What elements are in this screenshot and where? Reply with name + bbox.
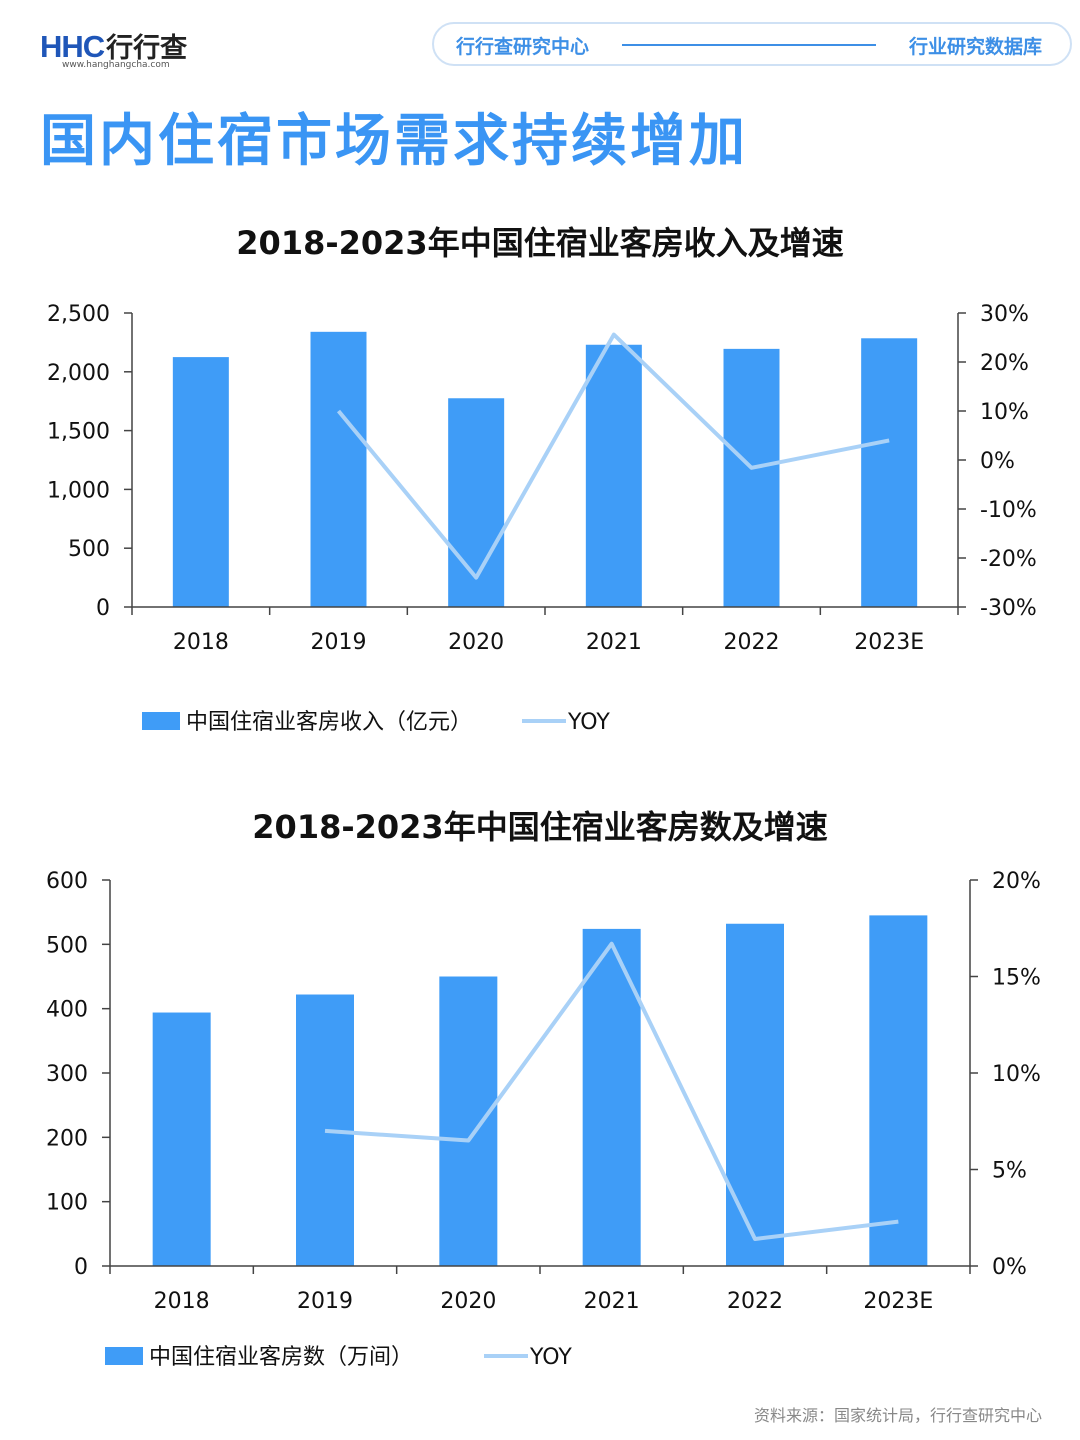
x-tick-label-2023E: 2023E	[863, 1289, 933, 1314]
rooms-chart: 2018 2019 2020 2021 2022 2023E 0 100 200 300 400 50…	[46, 869, 1041, 1370]
left-tick-label: 500	[46, 933, 88, 958]
chart-1-title: 2018-2023年中国住宿业客房收入及增速	[236, 224, 844, 262]
left-tick-label: 2,000	[47, 361, 110, 386]
source-note: 资料来源：国家统计局，行行查研究中心	[753, 1406, 1042, 1425]
page-title: 国内住宿市场需求持续增加	[40, 109, 748, 174]
revenue-chart: 2018 2019 2020 2021 2022 2023E 0 500 1,000 1,500 2…	[47, 302, 1037, 735]
right-tick-label: 0%	[980, 449, 1015, 474]
logo: HHC行行查 www.hanghangcha.com	[40, 26, 188, 70]
header-left-label: 行行查研究中心	[456, 36, 590, 58]
bar-2019	[310, 331, 367, 607]
right-tick-label: 15%	[992, 966, 1041, 991]
x-tick-label-2022: 2022	[724, 630, 780, 655]
right-tick-label: -30%	[980, 596, 1037, 621]
x-tick-label-2021: 2021	[584, 1289, 640, 1314]
x-tick-label-2022: 2022	[727, 1289, 783, 1314]
left-tick-label: 300	[46, 1062, 88, 1087]
x-tick-label-2021: 2021	[586, 630, 642, 655]
left-tick-label: 0	[96, 596, 110, 621]
left-tick-label: 1,000	[47, 478, 110, 503]
right-tick-label: 20%	[980, 351, 1029, 376]
x-tick-label-2020: 2020	[440, 1289, 496, 1314]
chart-2-title: 2018-2023年中国住宿业客房数及增速	[252, 808, 828, 846]
legend-bar-label: 中国住宿业客房收入（亿元）	[186, 710, 472, 735]
left-tick-label: 100	[46, 1191, 88, 1216]
logo-mark: HHC	[40, 29, 105, 64]
right-tick-label: 5%	[992, 1159, 1027, 1184]
legend-bar-swatch	[105, 1347, 143, 1365]
bar-2018	[152, 1012, 211, 1266]
left-tick-label: 0	[74, 1255, 88, 1280]
header-divider-line	[622, 44, 876, 46]
x-tick-label-2018: 2018	[173, 630, 229, 655]
right-tick-label: 0%	[992, 1255, 1027, 1280]
legend-line-label: YOY	[567, 710, 610, 735]
bar-2022	[723, 348, 780, 607]
left-tick-label: 400	[46, 998, 88, 1023]
x-tick-label-2020: 2020	[448, 630, 504, 655]
legend-bar-swatch	[142, 712, 180, 730]
right-tick-label: 30%	[980, 302, 1029, 327]
bar-2020	[439, 976, 498, 1266]
header-banner: 行行查研究中心 行业研究数据库	[432, 22, 1072, 66]
right-tick-label: 10%	[992, 1062, 1041, 1087]
header-right-label: 行业研究数据库	[908, 36, 1042, 58]
x-tick-label-2023E: 2023E	[854, 630, 924, 655]
logo-url: www.hanghangcha.com	[62, 60, 170, 70]
x-tick-label-2019: 2019	[311, 630, 367, 655]
left-tick-label: 600	[46, 869, 88, 894]
x-tick-label-2019: 2019	[297, 1289, 353, 1314]
right-tick-label: 10%	[980, 400, 1029, 425]
bar-2022	[726, 923, 784, 1266]
left-tick-label: 1,500	[47, 420, 110, 445]
bar-2021	[582, 928, 641, 1266]
legend-line-label: YOY	[529, 1345, 572, 1370]
right-tick-label: -20%	[980, 547, 1037, 572]
left-tick-label: 2,500	[47, 302, 110, 327]
bar-2018	[172, 357, 229, 607]
bar-2020	[448, 398, 505, 607]
bar-2023E	[861, 338, 918, 607]
right-tick-label: 20%	[992, 869, 1041, 894]
right-tick-label: -10%	[980, 498, 1037, 523]
x-tick-label-2018: 2018	[154, 1289, 210, 1314]
bar-2019	[296, 994, 354, 1266]
logo-name: 行行查	[106, 33, 188, 64]
legend-bar-label: 中国住宿业客房数（万间）	[149, 1345, 413, 1370]
left-tick-label: 500	[68, 537, 110, 562]
bar-2023E	[869, 915, 928, 1266]
left-tick-label: 200	[46, 1126, 88, 1151]
bar-2021	[585, 344, 642, 607]
